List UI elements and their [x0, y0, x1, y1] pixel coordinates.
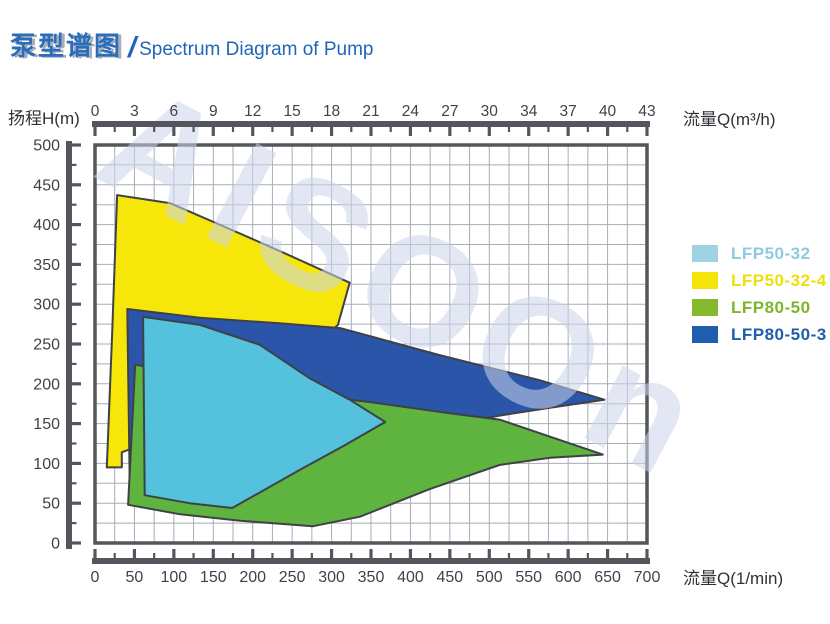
bottom-x-axis-title: 流量Q(1/min) [683, 569, 784, 588]
svg-text:40: 40 [599, 103, 617, 120]
svg-text:600: 600 [555, 569, 582, 586]
legend-item-LFP80-50: LFP80-50 [692, 294, 827, 321]
svg-text:350: 350 [33, 257, 60, 274]
legend: LFP50-32 LFP50-32-4 LFP80-50 LFP80-50-3 [692, 240, 827, 348]
top-x-axis-title: 流量Q(m³/h) [683, 110, 776, 129]
page-title: 泵型谱图 / Spectrum Diagram of Pump [10, 26, 374, 65]
svg-text:150: 150 [200, 569, 227, 586]
legend-item-LFP50-32-4: LFP50-32-4 [692, 267, 827, 294]
svg-text:450: 450 [437, 569, 464, 586]
svg-text:27: 27 [441, 103, 458, 120]
title-english: Spectrum Diagram of Pump [139, 39, 374, 60]
plot-frame [93, 143, 649, 545]
legend-swatch [692, 299, 718, 316]
svg-text:300: 300 [318, 569, 345, 586]
legend-label: LFP50-32-4 [731, 270, 827, 290]
bottom-axis: 0 50 100 150 200 250 300 350 400 450 500 550 600 650 7… [91, 549, 661, 586]
svg-text:34: 34 [520, 103, 538, 120]
legend-swatch [692, 326, 718, 343]
legend-swatch [692, 245, 718, 262]
svg-text:450: 450 [33, 177, 60, 194]
svg-text:400: 400 [397, 569, 424, 586]
pump-regions [105, 194, 606, 528]
legend-label: LFP50-32 [731, 243, 811, 263]
svg-text:100: 100 [33, 456, 60, 473]
svg-text:50: 50 [42, 496, 60, 513]
svg-text:400: 400 [33, 217, 60, 234]
svg-text:500: 500 [476, 569, 503, 586]
svg-text:50: 50 [126, 569, 144, 586]
svg-text:650: 650 [594, 569, 621, 586]
legend-swatch [692, 272, 718, 289]
svg-text:350: 350 [358, 569, 385, 586]
region-LFP50-32 [142, 315, 387, 509]
svg-text:250: 250 [33, 337, 60, 354]
svg-text:30: 30 [481, 103, 499, 120]
svg-text:12: 12 [244, 103, 261, 120]
title-slash: / [128, 32, 137, 64]
svg-text:21: 21 [362, 103, 379, 120]
svg-text:43: 43 [638, 103, 655, 120]
svg-text:6: 6 [170, 103, 179, 120]
y-axis-title: 扬程H(m) [8, 109, 80, 128]
title-chinese: 泵型谱图 [10, 31, 123, 61]
top-axis: 0 3 6 9 12 15 18 21 24 27 30 34 37 40 43 [91, 103, 656, 136]
legend-label: LFP80-50 [731, 297, 811, 317]
svg-text:200: 200 [33, 376, 60, 393]
svg-text:550: 550 [515, 569, 542, 586]
svg-text:700: 700 [634, 569, 661, 586]
svg-text:250: 250 [279, 569, 306, 586]
svg-text:200: 200 [239, 569, 266, 586]
svg-text:150: 150 [33, 416, 60, 433]
svg-text:300: 300 [33, 297, 60, 314]
svg-text:0: 0 [91, 103, 100, 120]
svg-text:9: 9 [209, 103, 218, 120]
svg-text:100: 100 [161, 569, 188, 586]
svg-text:18: 18 [323, 103, 340, 120]
svg-text:37: 37 [560, 103, 577, 120]
svg-text:0: 0 [91, 569, 100, 586]
legend-label: LFP80-50-3 [731, 324, 827, 344]
svg-text:24: 24 [402, 103, 420, 120]
legend-item-LFP50-32: LFP50-32 [692, 240, 827, 267]
legend-item-LFP80-50-3: LFP80-50-3 [692, 321, 827, 348]
svg-text:3: 3 [130, 103, 139, 120]
svg-text:500: 500 [33, 138, 60, 155]
svg-text:0: 0 [51, 536, 60, 553]
svg-text:15: 15 [284, 103, 301, 120]
